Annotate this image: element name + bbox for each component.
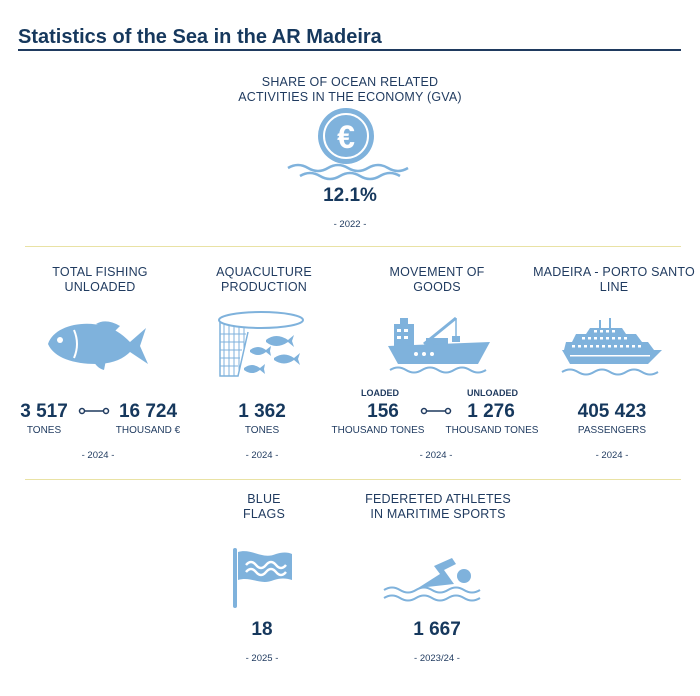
swimmer-icon [383, 558, 481, 602]
goods-unloaded-value: 1 276 [467, 401, 515, 422]
athletes-label-line1: FEDERETED ATHLETES [365, 492, 511, 506]
gva-value: 12.1% [323, 185, 377, 206]
fishing-unit-euros: THOUSAND € [115, 425, 181, 436]
aquaculture-year: - 2024 - [245, 450, 279, 461]
euro-coin-icon: € [287, 108, 409, 181]
aquaculture-unit: TONES [244, 425, 280, 436]
ferry-year: - 2024 - [595, 450, 629, 461]
cargo-ship-icon [388, 316, 490, 374]
fishing-label: TOTAL FISHING UNLOADED [20, 265, 180, 295]
svg-text:€: € [337, 119, 355, 155]
athletes-value: 1 667 [413, 619, 461, 640]
aquaculture-label-line1: AQUACULTURE [216, 265, 312, 279]
goods-year: - 2024 - [419, 450, 453, 461]
flags-label-line1: BLUE [247, 492, 281, 506]
gva-label-line1: SHARE OF OCEAN RELATED [261, 75, 439, 89]
aquaculture-label: AQUACULTURE PRODUCTION [194, 265, 334, 295]
title-underline [18, 49, 681, 51]
blue-flag-icon [233, 548, 292, 608]
goods-unloaded-tag: UNLOADED [467, 388, 518, 398]
goods-label: MOVEMENT OF GOODS [367, 265, 507, 295]
goods-loaded-unit: THOUSAND TONES [331, 425, 425, 436]
athletes-label-line2: IN MARITIME SPORTS [370, 507, 506, 521]
page-title: Statistics of the Sea in the AR Madeira [18, 26, 382, 48]
gva-year: - 2022 - [333, 219, 367, 230]
flags-label: BLUE FLAGS [214, 492, 314, 522]
fishing-value-euros: 16 724 [118, 401, 178, 422]
fishing-value-tones: 3 517 [20, 401, 68, 422]
ferry-label: MADEIRA - PORTO SANTO LINE [530, 265, 698, 295]
athletes-label: FEDERETED ATHLETES IN MARITIME SPORTS [340, 492, 536, 522]
goods-label-line1: MOVEMENT OF [389, 265, 485, 279]
fishing-label-line2: UNLOADED [64, 280, 136, 294]
gva-label-line2: ACTIVITIES IN THE ECONOMY (GVA) [238, 90, 462, 104]
gva-label: SHARE OF OCEAN RELATED ACTIVITIES IN THE… [200, 75, 500, 105]
flags-value: 18 [251, 619, 273, 640]
separator-top [25, 246, 681, 247]
goods-loaded-value: 156 [367, 401, 399, 422]
ferry-unit: PASSENGERS [577, 425, 647, 436]
flags-year: - 2025 - [245, 653, 279, 664]
ferry-label-line1: MADEIRA - PORTO SANTO [533, 265, 695, 279]
fishing-label-line1: TOTAL FISHING [52, 265, 148, 279]
athletes-year: - 2023/24 - [414, 653, 460, 664]
ferry-label-line2: LINE [599, 280, 629, 294]
link-connector-icon [420, 407, 452, 415]
goods-loaded-tag: LOADED [361, 388, 399, 398]
ferry-icon [561, 318, 662, 376]
flags-label-line2: FLAGS [243, 507, 285, 521]
fish-net-icon [218, 311, 304, 377]
goods-label-line2: GOODS [413, 280, 461, 294]
separator-bottom [25, 479, 681, 480]
goods-unloaded-unit: THOUSAND TONES [445, 425, 539, 436]
aquaculture-value: 1 362 [238, 401, 286, 422]
ferry-value: 405 423 [577, 401, 647, 422]
link-connector-icon [78, 407, 110, 415]
fishing-unit-tones: TONES [26, 425, 62, 436]
fish-icon [48, 321, 148, 370]
fishing-year: - 2024 - [81, 450, 115, 461]
aquaculture-label-line2: PRODUCTION [220, 280, 308, 294]
